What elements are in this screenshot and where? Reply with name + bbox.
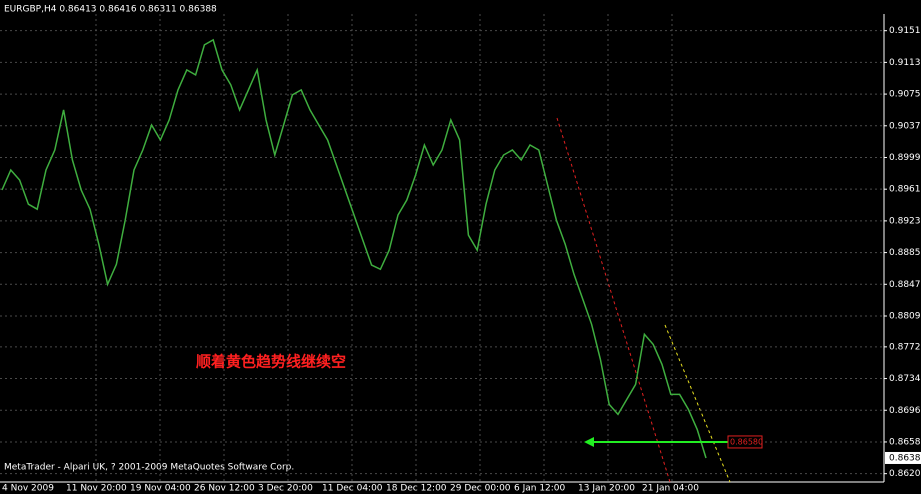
x-tick-label: 26 Nov 12:00 xyxy=(194,484,255,494)
y-tick-label: 0.91510 xyxy=(889,26,921,36)
price-line xyxy=(1,38,707,459)
x-tick-label: 19 Nov 04:00 xyxy=(130,484,191,494)
support-arrow xyxy=(584,436,594,447)
x-tick-label: 29 Dec 00:00 xyxy=(450,484,511,494)
hline-label: 0.86580 xyxy=(730,437,763,446)
x-tick-label: 3 Dec 20:00 xyxy=(258,484,313,494)
x-tick-label: 11 Dec 04:00 xyxy=(322,484,383,494)
chart-title: EURGBP,H4 0.86413 0.86416 0.86311 0.8638… xyxy=(4,5,217,15)
footer: MetaTrader - Alpari UK, ? 2001-2009 Meta… xyxy=(4,463,294,473)
x-tick-label: 13 Jan 20:00 xyxy=(578,484,635,494)
x-tick-label: 18 Dec 12:00 xyxy=(386,484,447,494)
x-tick-label: 11 Nov 20:00 xyxy=(66,484,127,494)
yellow-trendline xyxy=(664,324,731,483)
last-price-box xyxy=(885,451,921,464)
x-tick-label: 6 Jan 12:00 xyxy=(514,484,566,494)
x-tick-label: 4 Nov 2009 xyxy=(2,484,54,494)
y-tick-label: 0.86580 xyxy=(889,437,921,447)
annotation: 顺着黄色趋势线继续空 xyxy=(196,353,346,371)
hline-label-box xyxy=(727,435,763,449)
x-tick-label: 21 Jan 04:00 xyxy=(642,484,699,494)
last-price-label: 0.86388 xyxy=(889,453,921,463)
